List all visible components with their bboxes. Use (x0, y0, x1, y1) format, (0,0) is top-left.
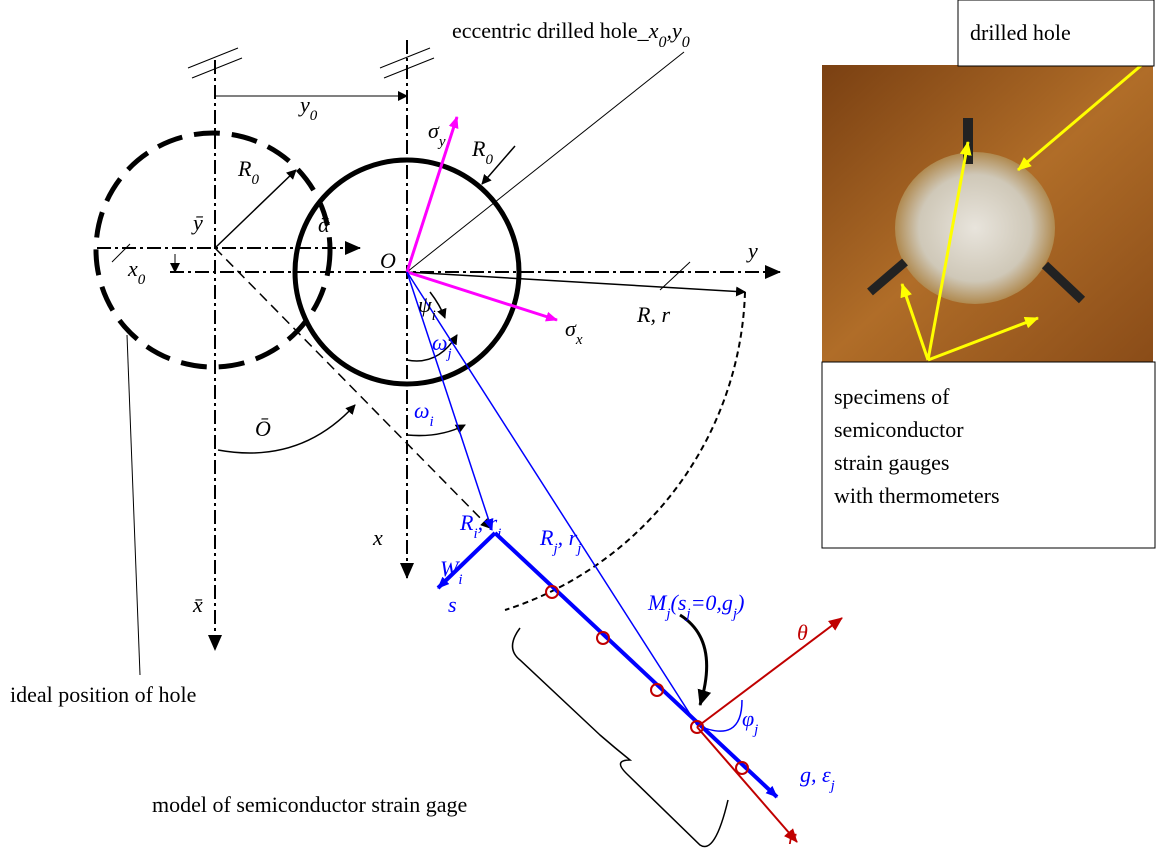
label-part: x (575, 332, 583, 348)
label-part: model of semiconductor strain gage (152, 792, 467, 817)
label-part: drilled hole (970, 20, 1071, 45)
label-theta: θ (797, 620, 808, 645)
label-g-eps: g, εj (800, 762, 835, 794)
label-ideal: ideal position of hole (10, 682, 196, 707)
label-o-bar: Ō (255, 416, 271, 441)
label-part: ideal position of hole (10, 682, 196, 707)
label-part: 0 (658, 34, 666, 51)
label-part: θ (797, 620, 808, 645)
label-part: ω (432, 330, 448, 355)
label-part: 0 (138, 272, 146, 288)
diagram: eccentric drilled hole_x0,y0 drilled hole… (0, 0, 1156, 857)
label-part: i (430, 414, 434, 430)
label-r0-right: R0 (471, 136, 493, 168)
label-part: 0 (310, 108, 318, 124)
label-part: ᾱ (318, 212, 330, 237)
label-part: , r (478, 510, 498, 535)
label-part: 0 (485, 152, 493, 168)
label-o: O (380, 248, 396, 273)
label-part: i (497, 526, 501, 542)
label-part: x (648, 18, 659, 43)
label-part: x (127, 256, 138, 281)
label-part: eccentric drilled hole_ (452, 18, 650, 43)
label-part: Ō (255, 416, 271, 441)
specimens-line: strain gauges (834, 450, 949, 475)
label-rj-rj: Rj, rj (539, 525, 581, 557)
geometry (96, 40, 842, 847)
label-x0: x0 (127, 256, 146, 288)
label-r: r (788, 824, 797, 849)
label-part: R (459, 510, 474, 535)
label-part: 0 (251, 172, 259, 188)
label-part: ω (414, 398, 430, 423)
label-part: y (670, 18, 682, 43)
label-phi-j: φj (742, 706, 758, 738)
label-part: x̄ (192, 592, 203, 617)
label-part: R (471, 136, 486, 161)
label-part: (s (671, 590, 687, 615)
label-y-bar: ȳ (191, 210, 204, 235)
label-omega-i: ωi (414, 398, 434, 430)
label-mj: Mj(sj=0,gj) (647, 590, 744, 622)
label-part: y (298, 92, 310, 117)
label-alpha-bar: ᾱ (318, 212, 330, 237)
label-model: model of semiconductor strain gage (152, 792, 467, 817)
label-r-r: R, r (636, 302, 670, 327)
label-part: ȳ (191, 210, 204, 235)
label-x-bar: x̄ (192, 592, 203, 617)
specimens-line: semiconductor (834, 417, 964, 442)
label-x-axis: x (372, 525, 383, 550)
label-drilled-hole: drilled hole (970, 20, 1071, 45)
specimens-line: specimens of (834, 384, 950, 409)
label-ri-ri: Ri, ri (459, 510, 501, 542)
label-y0: y0 (298, 92, 318, 124)
label-part: i (432, 308, 436, 324)
label-part: O (380, 248, 396, 273)
label-sigma-x: σx (565, 316, 583, 348)
label-part: R, r (636, 302, 670, 327)
label-part: r (788, 824, 797, 849)
label-part: ψ (418, 292, 432, 317)
label-part: W (440, 556, 460, 581)
label-part: x (372, 525, 383, 550)
label-part: y (437, 134, 446, 150)
label-part: , r (558, 525, 578, 550)
label-y-axis: y (746, 238, 758, 263)
label-part: i (458, 572, 462, 588)
label-part: =0,g (691, 590, 733, 615)
label-part: g, ε (800, 762, 831, 787)
label-part: M (647, 590, 668, 615)
label-part: 0 (682, 34, 690, 51)
label-part: R (237, 156, 252, 181)
label-part: φ (742, 706, 754, 731)
label-s: s (448, 592, 457, 617)
label-part: y (746, 238, 758, 263)
label-part: R (539, 525, 554, 550)
label-part: s (448, 592, 457, 617)
label-eccentric: eccentric drilled hole_x0,y0 (452, 18, 690, 51)
specimens-line: with thermometers (834, 483, 1000, 508)
label-sigma-y: σy (428, 118, 446, 150)
label-r0-left: R0 (237, 156, 259, 188)
label-part: ) (735, 590, 744, 615)
